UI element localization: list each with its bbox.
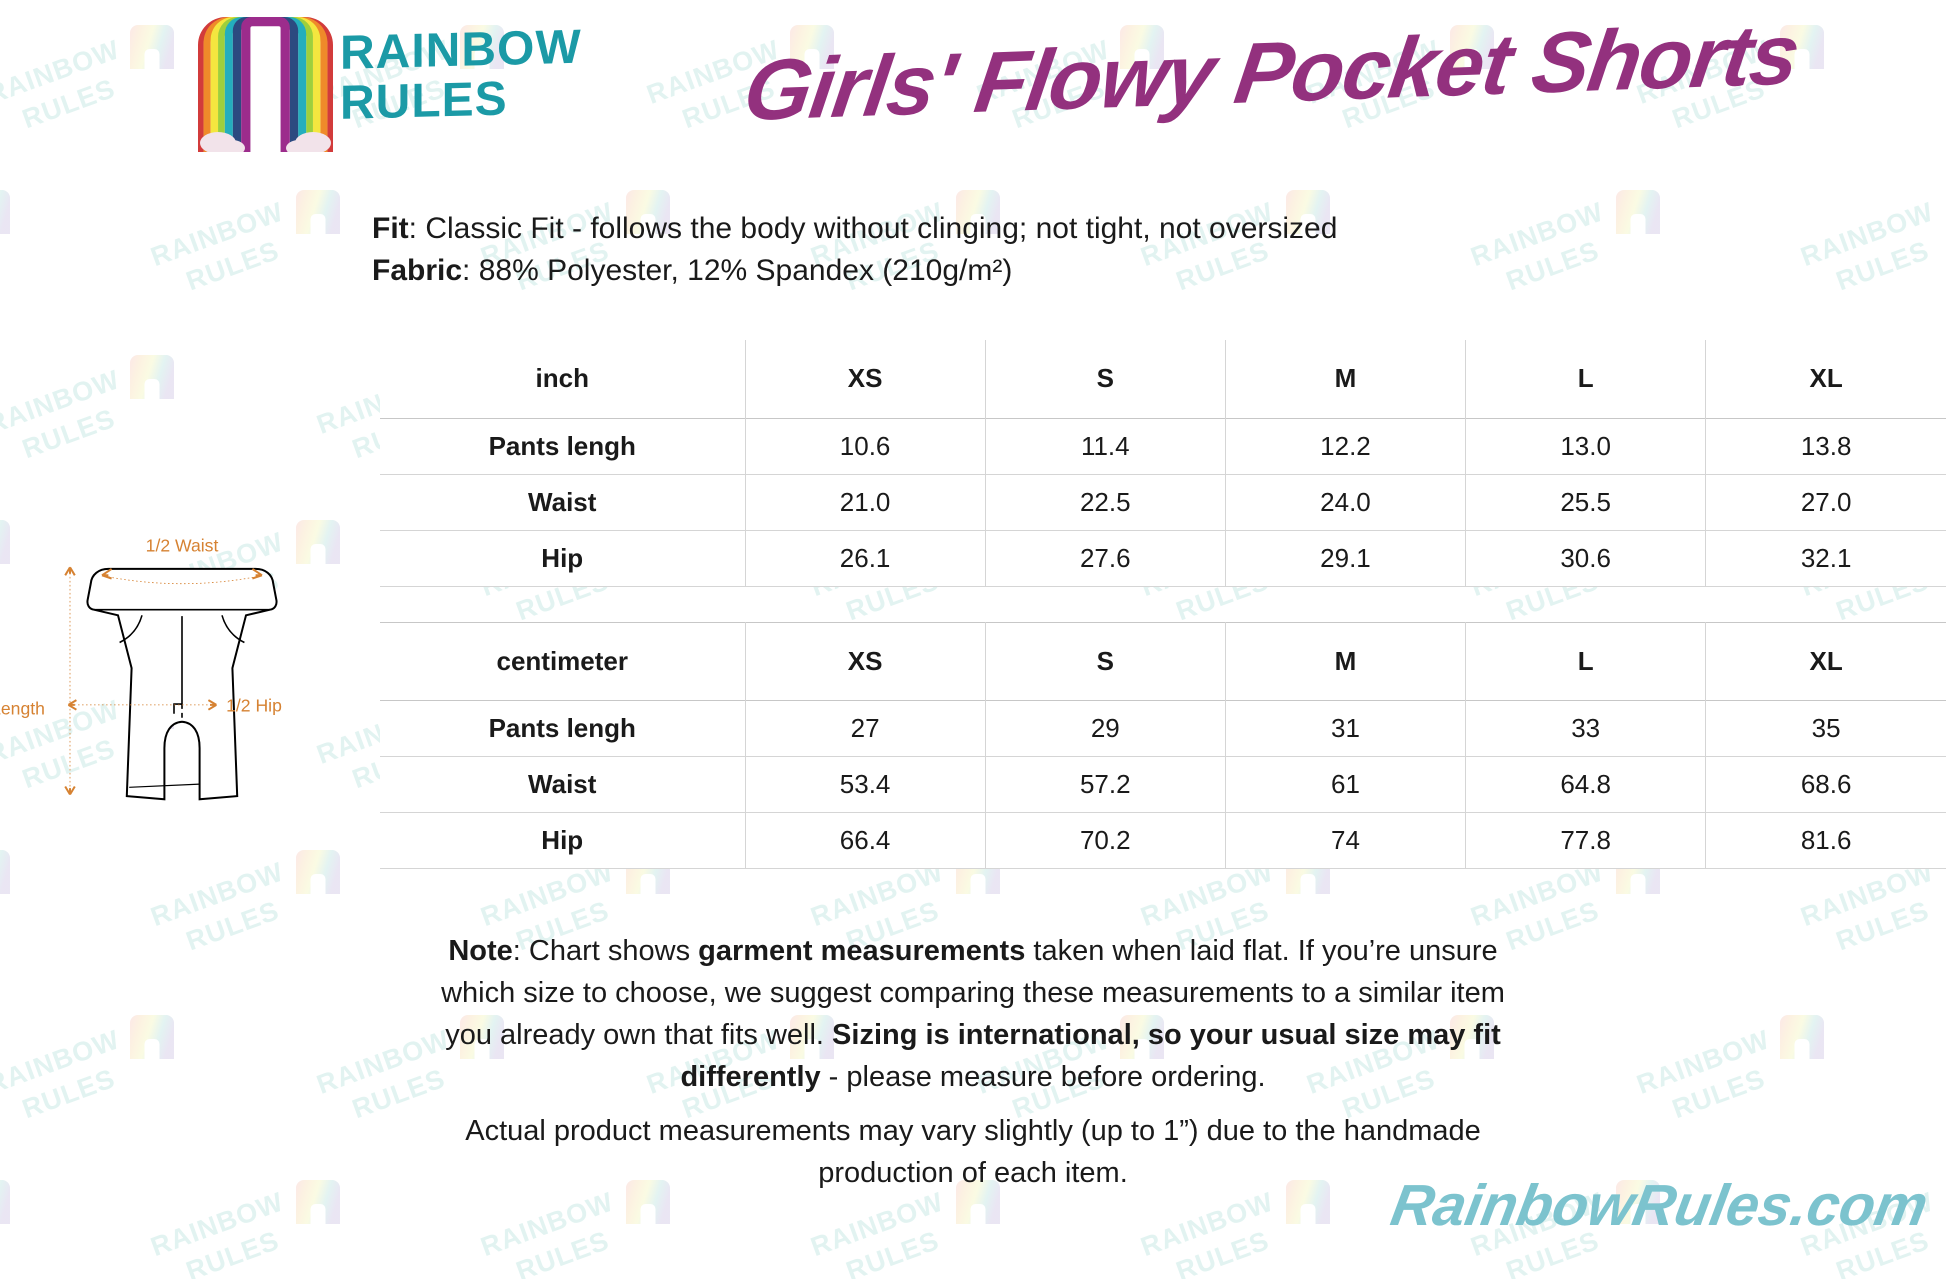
svg-text:Length: Length [0,699,45,719]
svg-text:1/2 Waist: 1/2 Waist [146,535,219,555]
svg-text:1/2 Hip: 1/2 Hip [226,695,282,715]
